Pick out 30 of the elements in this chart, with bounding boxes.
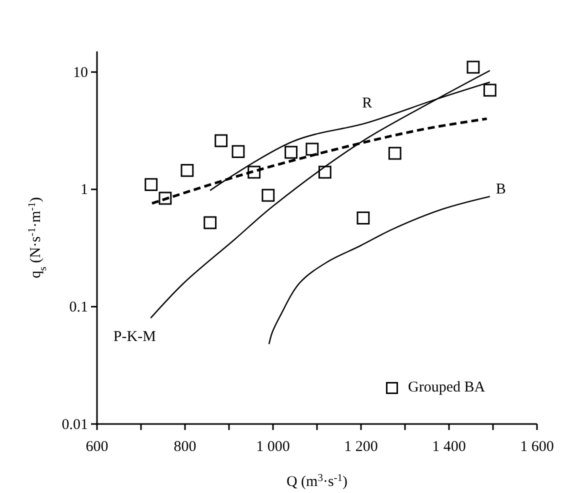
line-series xyxy=(150,70,491,319)
series-label: R xyxy=(362,96,372,112)
x-tick-label: 1 000 xyxy=(256,439,290,455)
point xyxy=(262,188,275,202)
x-tick-label: 1 400 xyxy=(432,439,466,455)
line-series xyxy=(268,196,491,345)
point xyxy=(284,146,298,159)
point xyxy=(180,164,194,177)
point xyxy=(318,166,332,179)
point xyxy=(466,60,480,74)
series-label: P-K-M xyxy=(113,329,156,346)
x-axis-title: Q (m$^{3}$·s$^{-1}$) xyxy=(286,472,348,490)
point xyxy=(232,145,245,158)
point xyxy=(144,178,158,191)
point xyxy=(306,142,319,156)
point xyxy=(356,212,370,224)
x-tick-label: 800 xyxy=(174,439,196,455)
point xyxy=(214,134,228,148)
y-tick-label: 0.01 xyxy=(62,416,88,433)
point xyxy=(483,84,496,97)
point xyxy=(204,216,217,230)
x-tick-label: 600 xyxy=(86,439,108,455)
y-tick-label: 1 xyxy=(80,182,88,198)
legend-label: Grouped BA xyxy=(408,379,486,396)
series-label: B xyxy=(496,182,506,198)
y-tick-label: 10 xyxy=(73,64,88,81)
y-tick-label: 0.1 xyxy=(69,299,88,316)
x-tick-label: 1 200 xyxy=(344,439,378,455)
point xyxy=(388,146,402,160)
x-tick-label: 1 600 xyxy=(520,439,554,455)
